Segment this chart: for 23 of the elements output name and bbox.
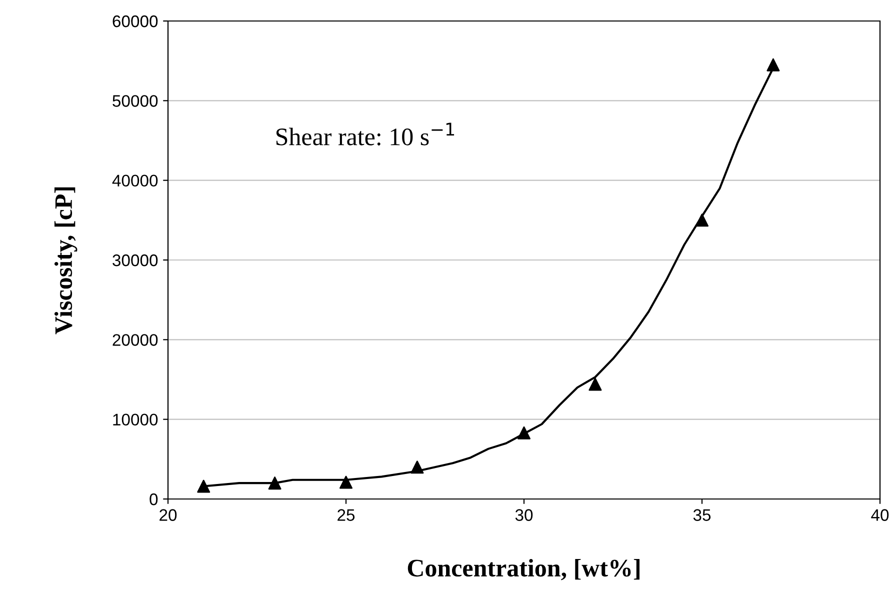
x-tick-label: 40 [871, 509, 889, 521]
y-tick-label: 30000 [112, 254, 158, 266]
y-tick-label: 20000 [112, 334, 158, 346]
point [268, 476, 282, 490]
x-axis-title: Concentration, [wt%] [408, 558, 640, 580]
y-tick-label: 60000 [112, 15, 158, 28]
y-tick-label: 0 [150, 493, 158, 506]
point [766, 58, 780, 72]
x-tick-label: 30 [515, 509, 533, 521]
y-tick-label: 10000 [113, 414, 158, 426]
y-tick-label: 50000 [112, 95, 158, 107]
x-tick-label: 35 [693, 509, 711, 521]
point [410, 460, 424, 474]
x-tick-label: 25 [338, 509, 355, 521]
y-axis-title: Viscosity, [cP] [54, 187, 78, 334]
point [517, 426, 531, 440]
point [588, 378, 602, 391]
y-tick-label: 40000 [112, 174, 158, 187]
x-tick-label: 20 [160, 509, 177, 521]
point [197, 480, 210, 493]
point [695, 214, 709, 227]
annotation: Shear rate: 10 s$^{−1}$ [276, 122, 454, 146]
point [339, 476, 353, 489]
